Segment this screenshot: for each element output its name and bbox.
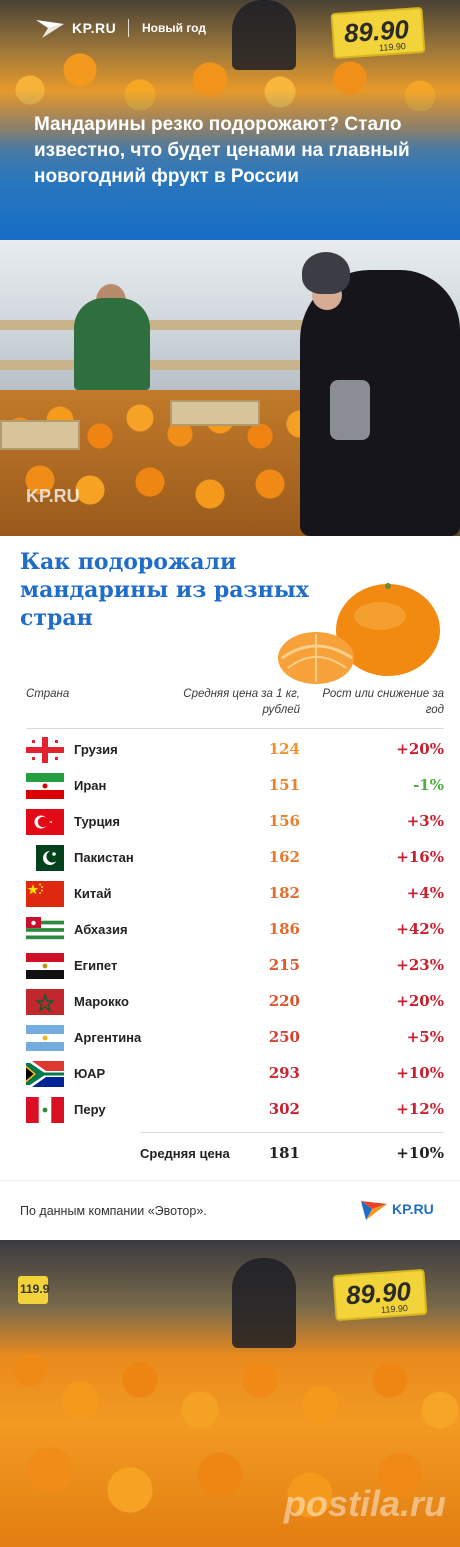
table-row: Египет 215 +23% xyxy=(0,948,460,984)
country-name: ЮАР xyxy=(74,1066,106,1081)
flag-icon xyxy=(26,845,64,871)
market-photo: KP.RU xyxy=(0,240,460,536)
country-name: Пакистан xyxy=(74,850,134,865)
flag-icon xyxy=(26,809,64,835)
flag-icon xyxy=(26,737,64,763)
shopper-silhouette xyxy=(232,1258,296,1348)
table-divider xyxy=(26,728,444,729)
change-value: +5% xyxy=(406,1028,444,1046)
country-name: Иран xyxy=(74,778,107,793)
flag-icon xyxy=(26,881,64,907)
price-tag-old-value: 119.90 xyxy=(378,41,407,53)
table-row: Грузия 124 +20% xyxy=(0,732,460,768)
change-value: -1% xyxy=(413,776,444,794)
price-value: 250 xyxy=(268,1028,300,1046)
country-name: Грузия xyxy=(74,742,118,757)
country-name: Турция xyxy=(74,814,121,829)
change-value: +3% xyxy=(406,812,444,830)
data-source: По данным компании «Эвотор». xyxy=(20,1204,207,1218)
average-label: Средняя цена xyxy=(140,1146,230,1161)
hero-gradient xyxy=(0,90,460,240)
crate xyxy=(0,420,80,450)
flag-icon xyxy=(26,917,64,943)
plastic-bag xyxy=(330,380,370,440)
side-price-tag: 119.9 xyxy=(18,1276,50,1304)
kp-footer-logo-icon[interactable] xyxy=(360,1198,388,1222)
shelf xyxy=(0,320,340,330)
change-value: +10% xyxy=(396,1064,444,1082)
column-header-price: Средняя цена за 1 кг, рублей xyxy=(183,688,300,716)
flag-icon xyxy=(26,1025,64,1051)
shelf xyxy=(0,360,340,370)
site-watermark: postila.ru xyxy=(283,1483,446,1524)
logo-text[interactable]: KP.RU xyxy=(72,20,117,36)
shopper-silhouette xyxy=(232,0,296,70)
average-price: 181 xyxy=(268,1144,300,1162)
flag-icon xyxy=(26,1097,64,1123)
tangerine-illustration-icon xyxy=(278,583,440,684)
logo-separator xyxy=(128,19,129,37)
bottom-market-photo: 119.9 89.90 119.90 postila.ru xyxy=(0,1240,460,1547)
change-value: +4% xyxy=(406,884,444,902)
seller-figure xyxy=(74,298,150,390)
flag-icon xyxy=(26,989,64,1015)
table-row: Марокко 220 +20% xyxy=(0,984,460,1020)
table-row: Перу 302 +12% xyxy=(0,1092,460,1128)
average-divider xyxy=(140,1132,444,1133)
section-label[interactable]: Новый год xyxy=(142,21,206,35)
price-value: 215 xyxy=(268,956,300,974)
change-value: +16% xyxy=(396,848,444,866)
flag-icon xyxy=(26,953,64,979)
woman-figure xyxy=(300,270,460,536)
infographic-title: Как подорожали мандарины из разных стран xyxy=(20,549,309,631)
woman-hat xyxy=(302,252,350,294)
country-name: Китай xyxy=(74,886,112,901)
bottom-price-tag: 89.90 119.90 xyxy=(332,1268,428,1322)
table-row: ЮАР 293 +10% xyxy=(0,1056,460,1092)
price-value: 182 xyxy=(268,884,300,902)
price-value: 156 xyxy=(268,812,300,830)
side-price-tag-value: 119.9 xyxy=(20,1282,50,1296)
hero-banner: 89.90 119.90 KP.RU Новый год Мандарины р… xyxy=(0,0,460,240)
country-name: Абхазия xyxy=(74,922,128,937)
price-tag: 89.90 119.90 xyxy=(330,6,426,60)
article-title: Мандарины резко подорожают? Стало извест… xyxy=(34,114,410,187)
photo-watermark: KP.RU xyxy=(26,486,80,506)
table-row: Пакистан 162 +16% xyxy=(0,840,460,876)
table-row: Иран 151 -1% xyxy=(0,768,460,804)
crate xyxy=(170,400,260,426)
table-row: Китай 182 +4% xyxy=(0,876,460,912)
table-row: Турция 156 +3% xyxy=(0,804,460,840)
country-name: Перу xyxy=(74,1102,106,1117)
country-name: Аргентина xyxy=(74,1030,142,1045)
country-name: Египет xyxy=(74,958,118,973)
price-value: 293 xyxy=(268,1064,300,1082)
bottom-price-tag-old-value: 119.90 xyxy=(380,1303,409,1315)
footer-divider xyxy=(0,1180,460,1181)
flag-icon xyxy=(26,1061,64,1087)
change-value: +42% xyxy=(396,920,444,938)
average-change: +10% xyxy=(396,1144,444,1162)
price-value: 186 xyxy=(268,920,300,938)
price-value: 151 xyxy=(268,776,300,794)
change-value: +20% xyxy=(396,992,444,1010)
change-value: +23% xyxy=(396,956,444,974)
table-row: Абхазия 186 +42% xyxy=(0,912,460,948)
price-value: 220 xyxy=(268,992,300,1010)
change-value: +12% xyxy=(396,1100,444,1118)
column-header-change: Рост или снижение за год xyxy=(322,688,444,716)
price-value: 302 xyxy=(268,1100,300,1118)
kp-logo-icon[interactable] xyxy=(34,18,66,40)
change-value: +20% xyxy=(396,740,444,758)
flag-icon xyxy=(26,773,64,799)
column-header-country: Страна xyxy=(26,688,70,700)
table-row: Аргентина 250 +5% xyxy=(0,1020,460,1056)
price-value: 124 xyxy=(268,740,300,758)
footer-logo-text[interactable]: KP.RU xyxy=(392,1201,434,1217)
price-value: 162 xyxy=(268,848,300,866)
country-name: Марокко xyxy=(74,994,129,1009)
